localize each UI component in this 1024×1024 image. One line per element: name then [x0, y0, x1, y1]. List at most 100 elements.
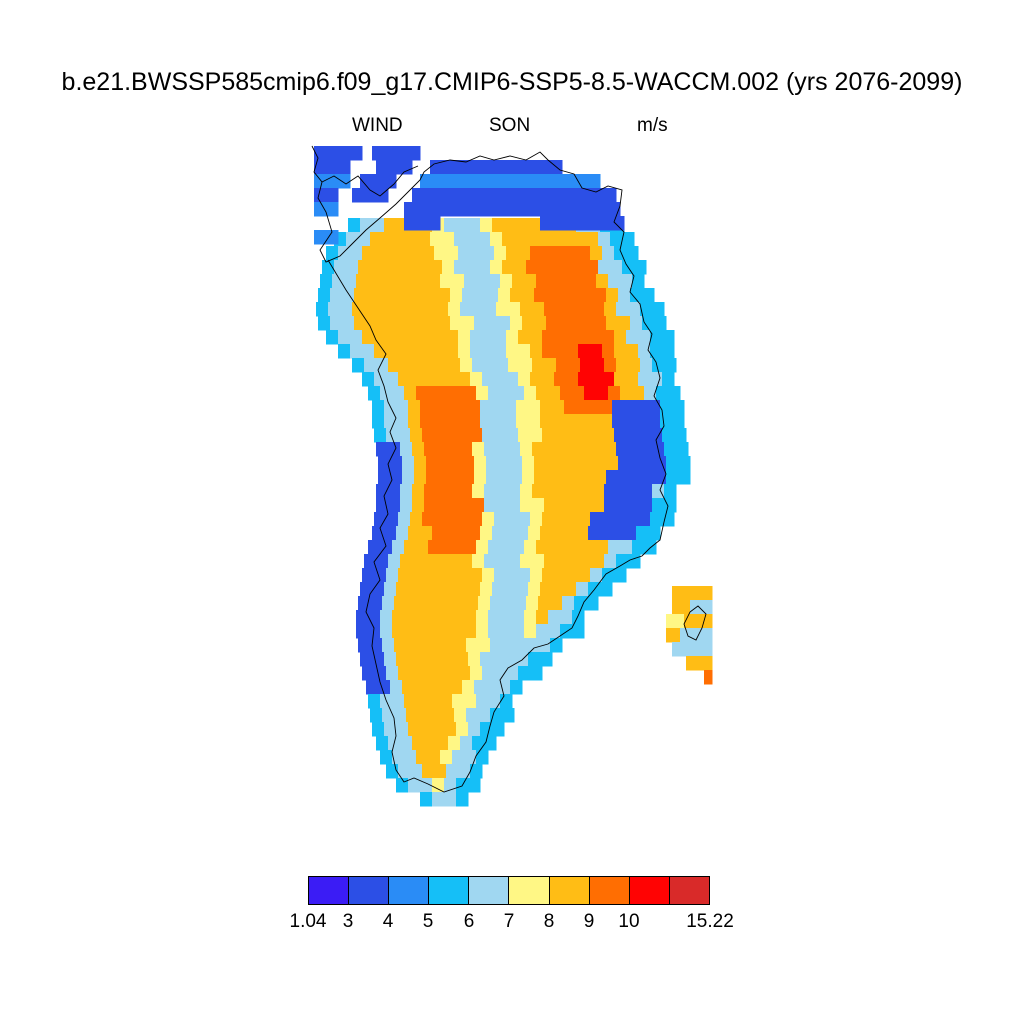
wind-grid-cell [386, 428, 399, 443]
wind-grid-cell [468, 582, 481, 597]
wind-grid-cell [564, 216, 577, 231]
wind-grid-cell [580, 442, 593, 457]
wind-grid-cell [490, 596, 503, 611]
wind-grid-cell [510, 316, 523, 331]
wind-grid-cell [514, 160, 527, 175]
wind-grid-cell [500, 202, 513, 217]
wind-grid-cell [436, 358, 449, 373]
wind-grid-cell [434, 330, 447, 345]
wind-grid-cell [412, 442, 425, 457]
wind-grid-cell [476, 624, 489, 639]
wind-grid-cell [526, 596, 539, 611]
wind-grid-cell [408, 526, 421, 541]
wind-grid-cell [434, 764, 447, 779]
wind-grid-cell [600, 414, 613, 429]
wind-grid-cell [436, 484, 449, 499]
wind-grid-cell [588, 174, 601, 189]
wind-grid-cell [568, 484, 581, 499]
wind-grid-cell [504, 526, 517, 541]
wind-grid-cell [556, 358, 569, 373]
wind-grid-cell [438, 456, 451, 471]
wind-grid-cell [632, 540, 645, 555]
wind-grid-cell [584, 386, 597, 401]
wind-grid-cell [432, 792, 445, 807]
wind-grid-cell [494, 512, 507, 527]
wind-grid-cell [350, 146, 363, 161]
wind-grid-cell [544, 484, 557, 499]
colorbar-label: 6 [463, 911, 475, 932]
wind-grid-cell [434, 512, 447, 527]
wind-grid-cell [400, 484, 413, 499]
wind-grid-cell [512, 274, 525, 289]
wind-grid-cell [464, 624, 477, 639]
colorbar-swatch [589, 877, 630, 904]
wind-grid-cell [642, 316, 655, 331]
wind-grid-cell [436, 554, 449, 569]
wind-grid-cell [614, 344, 627, 359]
wind-grid-cell [514, 232, 527, 247]
wind-grid-cell [628, 358, 641, 373]
wind-grid-cell [640, 498, 653, 513]
wind-grid-cell [358, 232, 371, 247]
wind-grid-cell [488, 540, 501, 555]
wind-grid-cell [464, 274, 477, 289]
wind-grid-cell [596, 274, 609, 289]
wind-grid-cell [396, 526, 409, 541]
wind-grid-cell [510, 456, 523, 471]
wind-grid-cell [590, 344, 603, 359]
wind-grid-cell [378, 456, 391, 471]
wind-grid-cell [470, 568, 483, 583]
wind-grid-cell [514, 596, 527, 611]
wind-grid-cell [492, 582, 505, 597]
wind-grid-cell [432, 400, 445, 415]
wind-grid-cell [508, 484, 521, 499]
wind-grid-cell [518, 512, 531, 527]
wind-grid-cell [606, 316, 619, 331]
wind-grid-cell [528, 174, 541, 189]
wind-grid-cell [406, 638, 419, 653]
wind-grid-cell [508, 358, 521, 373]
wind-grid-cell [402, 316, 415, 331]
wind-grid-cell [412, 736, 425, 751]
wind-grid-cell [444, 652, 457, 667]
wind-grid-cell [374, 666, 387, 681]
wind-grid-cell [326, 188, 339, 203]
wind-grid-cell [602, 428, 615, 443]
wind-grid-cell [484, 188, 497, 203]
wind-grid-cell [456, 526, 469, 541]
wind-grid-cell [484, 358, 497, 373]
wind-grid-cell [400, 160, 413, 175]
wind-grid-cell [368, 624, 381, 639]
wind-grid-cell [544, 442, 557, 457]
wind-grid-cell [362, 344, 375, 359]
wind-grid-cell [418, 638, 431, 653]
wind-grid-cell [472, 554, 485, 569]
wind-grid-cell [476, 540, 489, 555]
wind-grid-cell [514, 260, 527, 275]
wind-grid-cell [384, 652, 397, 667]
wind-grid-cell [464, 610, 477, 625]
wind-grid-cell [404, 202, 417, 217]
wind-grid-cell [566, 568, 579, 583]
wind-grid-cell [450, 288, 463, 303]
wind-grid-cell [418, 232, 431, 247]
wind-grid-cell [444, 218, 457, 233]
wind-grid-cell [580, 302, 593, 317]
wind-grid-cell [684, 642, 697, 657]
wind-grid-cell [648, 414, 661, 429]
wind-grid-cell [326, 146, 339, 161]
wind-grid-cell [518, 428, 531, 443]
wind-grid-cell [410, 344, 423, 359]
wind-grid-cell [572, 386, 585, 401]
wind-grid-cell [456, 174, 469, 189]
wind-grid-cell [458, 428, 471, 443]
wind-grid-cell [430, 160, 443, 175]
wind-grid-cell [470, 428, 483, 443]
wind-grid-cell [454, 260, 467, 275]
wind-grid-cell [346, 232, 359, 247]
wind-grid-cell [424, 554, 437, 569]
wind-grid-cell [460, 736, 473, 751]
wind-grid-cell [600, 216, 613, 231]
wind-grid-cell [460, 188, 473, 203]
wind-grid-cell [558, 470, 571, 485]
